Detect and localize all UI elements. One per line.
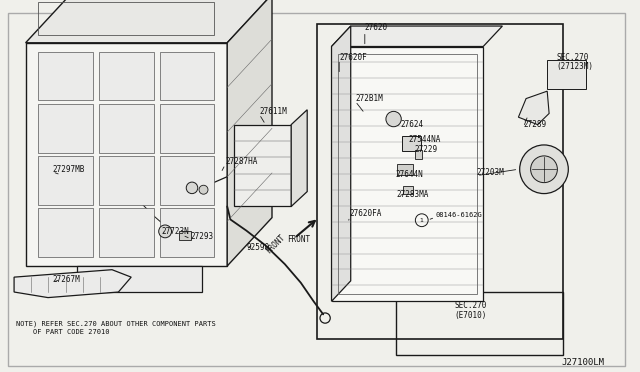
Text: 272B1M: 272B1M xyxy=(355,94,383,103)
Bar xyxy=(403,186,413,194)
Polygon shape xyxy=(77,266,202,292)
Circle shape xyxy=(159,225,172,238)
Bar xyxy=(547,60,586,89)
Circle shape xyxy=(386,111,401,127)
Bar xyxy=(160,104,214,153)
Text: OF PART CODE 27010: OF PART CODE 27010 xyxy=(16,329,109,335)
Text: (27123M): (27123M) xyxy=(557,62,594,71)
Text: FRONT: FRONT xyxy=(287,235,310,244)
Polygon shape xyxy=(14,270,131,298)
Text: 27620F: 27620F xyxy=(339,53,367,62)
Text: 27723N: 27723N xyxy=(161,227,189,236)
Polygon shape xyxy=(227,0,272,266)
Bar xyxy=(38,156,93,205)
Bar xyxy=(402,136,421,151)
Circle shape xyxy=(520,145,568,193)
Text: 27611M: 27611M xyxy=(259,107,287,116)
Text: 27620: 27620 xyxy=(365,23,388,32)
Bar xyxy=(38,104,93,153)
Bar xyxy=(99,208,154,257)
Text: 27293: 27293 xyxy=(191,232,214,241)
Bar xyxy=(160,156,214,205)
Bar xyxy=(38,2,214,35)
Text: FRONT: FRONT xyxy=(264,232,287,255)
Text: 27624: 27624 xyxy=(400,120,423,129)
Bar xyxy=(397,164,413,175)
Polygon shape xyxy=(332,26,351,301)
Bar xyxy=(26,43,227,266)
Bar xyxy=(234,125,291,206)
Bar xyxy=(179,231,191,240)
Circle shape xyxy=(186,182,198,193)
Text: NOTE) REFER SEC.270 ABOUT OTHER COMPONENT PARTS: NOTE) REFER SEC.270 ABOUT OTHER COMPONEN… xyxy=(16,320,216,327)
Text: SEC.270: SEC.270 xyxy=(557,53,589,62)
Polygon shape xyxy=(26,0,272,43)
Text: 27644N: 27644N xyxy=(396,170,423,179)
Text: 27283MA: 27283MA xyxy=(397,190,429,199)
Polygon shape xyxy=(332,26,502,46)
Bar xyxy=(332,46,483,301)
Text: 1: 1 xyxy=(420,218,424,223)
Polygon shape xyxy=(291,110,307,206)
Bar xyxy=(99,156,154,205)
Circle shape xyxy=(199,185,208,194)
Bar xyxy=(415,150,422,159)
Text: 27297MB: 27297MB xyxy=(52,165,85,174)
Bar xyxy=(38,52,93,100)
Text: 27229: 27229 xyxy=(415,145,438,154)
Bar xyxy=(396,292,563,355)
Bar xyxy=(317,24,563,339)
Bar xyxy=(338,54,477,294)
Bar xyxy=(99,52,154,100)
Text: 27289: 27289 xyxy=(524,120,547,129)
Circle shape xyxy=(531,156,557,183)
Text: 27620FA: 27620FA xyxy=(349,209,382,218)
Text: 08146-6162G: 08146-6162G xyxy=(435,212,482,218)
Bar xyxy=(38,208,93,257)
Bar xyxy=(160,52,214,100)
Text: J27100LM: J27100LM xyxy=(562,358,605,367)
Text: 27203M: 27203M xyxy=(477,169,504,177)
Text: 27287HA: 27287HA xyxy=(225,157,258,166)
Text: (E7010): (E7010) xyxy=(454,311,487,320)
Text: 92590: 92590 xyxy=(246,243,269,252)
Text: SEC.270: SEC.270 xyxy=(454,301,487,310)
Text: 27544NA: 27544NA xyxy=(408,135,441,144)
Bar xyxy=(160,208,214,257)
Polygon shape xyxy=(518,91,549,125)
Text: 27267M: 27267M xyxy=(52,275,80,284)
Bar xyxy=(99,104,154,153)
